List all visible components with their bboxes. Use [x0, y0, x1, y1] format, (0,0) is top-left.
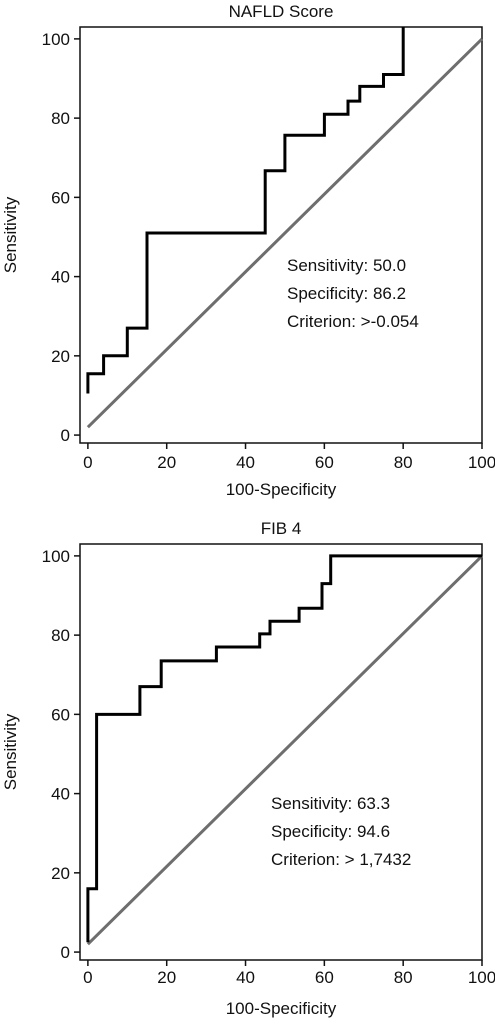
y-tick-label: 60 [51, 705, 70, 724]
x-tick-label: 60 [315, 968, 334, 987]
plot-frame [79, 543, 483, 961]
reference-line [86, 554, 484, 946]
x-tick-label: 20 [157, 453, 176, 472]
roc-curve [86, 27, 405, 394]
y-tick-label: 20 [51, 864, 70, 883]
x-tick-label: 100 [468, 968, 495, 987]
y-tick-label: 60 [51, 188, 70, 207]
x-tick-label: 60 [315, 453, 334, 472]
y-tick-label: 0 [61, 426, 70, 445]
x-tick-label: 80 [394, 968, 413, 987]
x-tick-label: 100 [468, 453, 495, 472]
chart-title: NAFLD Score [229, 2, 334, 21]
x-tick-label: 0 [83, 453, 92, 472]
roc-curve [86, 554, 482, 943]
x-axis-label: 100-Specificity [226, 480, 337, 499]
y-tick-label: 80 [51, 109, 70, 128]
reference-line [86, 37, 484, 429]
annotation-sensitivity: Sensitivity: 50.0 [287, 256, 406, 275]
annotation-specificity: Specificity: 86.2 [287, 284, 406, 303]
y-tick-label: 40 [51, 268, 70, 287]
annotation-specificity: Specificity: 94.6 [271, 822, 390, 841]
chart-panel-2: FIB 4 0 20 40 60 80 100 0 20 40 60 80 100 100-Specifi… [1, 519, 495, 1018]
y-tick-label: 100 [42, 547, 70, 566]
annotation-criterion: Criterion: > 1,7432 [271, 850, 411, 869]
x-tick-label: 0 [83, 968, 92, 987]
x-axis-label: 100-Specificity [226, 999, 337, 1018]
x-tick-label: 40 [236, 453, 255, 472]
chart-title: FIB 4 [261, 519, 302, 538]
y-tick-label: 20 [51, 347, 70, 366]
plot-frame [79, 26, 483, 444]
annotation-criterion: Criterion: >-0.054 [287, 312, 419, 331]
x-tick-label: 40 [236, 968, 255, 987]
y-axis-label: Sensitivity [1, 713, 20, 790]
annotation-sensitivity: Sensitivity: 63.3 [271, 794, 390, 813]
x-tick-label: 20 [157, 968, 176, 987]
y-tick-label: 0 [61, 943, 70, 962]
y-tick-label: 80 [51, 626, 70, 645]
chart-panel-1: NAFLD Score 0 20 40 60 80 100 0 20 40 60 80 100 100-S… [1, 2, 495, 499]
y-axis-label: Sensitivity [1, 196, 20, 273]
y-tick-label: 40 [51, 785, 70, 804]
x-tick-label: 80 [394, 453, 413, 472]
y-tick-label: 100 [42, 30, 70, 49]
